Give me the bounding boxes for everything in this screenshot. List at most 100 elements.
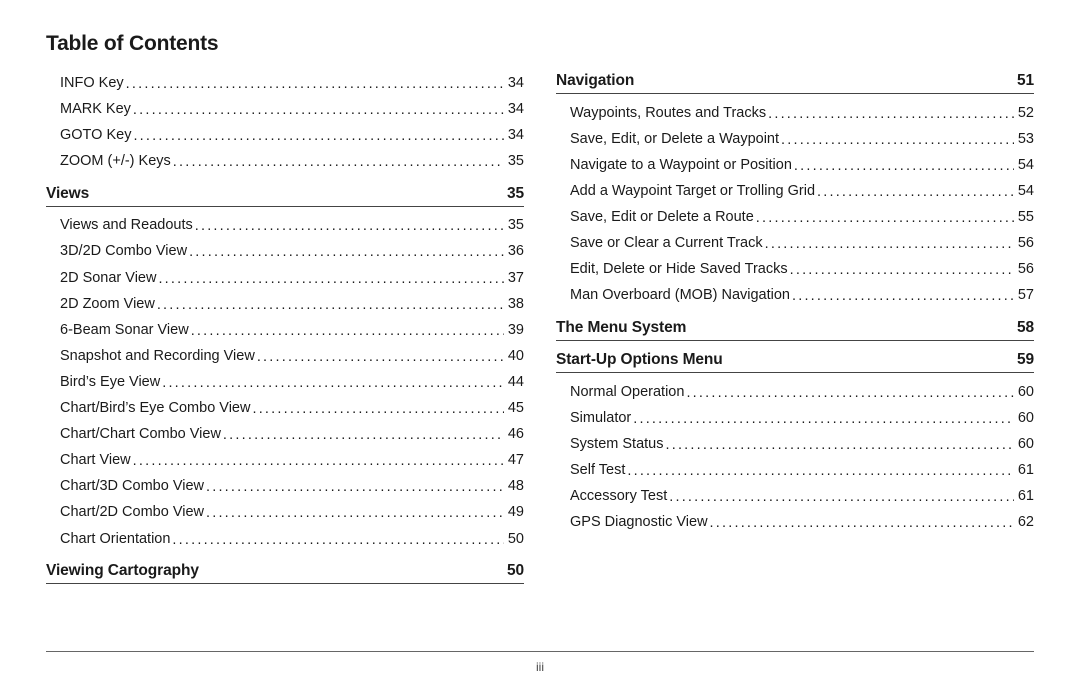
toc-page: 47 bbox=[504, 453, 524, 468]
toc-entry: Chart/Bird’s Eye Combo View 45 bbox=[46, 395, 524, 421]
toc-label: ZOOM (+/-) Keys bbox=[60, 154, 173, 169]
toc-leader bbox=[133, 454, 504, 469]
section-heading-label: Start-Up Options Menu bbox=[556, 351, 723, 369]
section-heading-label: Viewing Cartography bbox=[46, 562, 199, 580]
section-heading-page: 58 bbox=[1017, 319, 1034, 337]
bottom-rule bbox=[46, 651, 1034, 652]
toc-entry: MARK Key 34 bbox=[46, 96, 524, 122]
toc-label: Chart Orientation bbox=[60, 532, 172, 547]
toc-leader bbox=[768, 107, 1014, 122]
toc-label: 3D/2D Combo View bbox=[60, 244, 189, 259]
toc-label: Edit, Delete or Hide Saved Tracks bbox=[570, 262, 790, 277]
toc-entry: 2D Zoom View38 bbox=[46, 291, 524, 317]
left-column: INFO Key 34 MARK Key 34 GOTO Key 34 ZOOM… bbox=[46, 72, 524, 590]
toc-leader bbox=[133, 129, 503, 144]
toc-label: Chart/3D Combo View bbox=[60, 479, 206, 494]
section-heading-menu-system: The Menu System 58 bbox=[556, 319, 1034, 341]
toc-label: Chart/Bird’s Eye Combo View bbox=[60, 401, 252, 416]
toc-entry: Add a Waypoint Target or Trolling Grid54 bbox=[556, 178, 1034, 204]
toc-page: 35 bbox=[504, 218, 524, 233]
section-heading-label: Views bbox=[46, 185, 89, 203]
toc-page: 53 bbox=[1014, 132, 1034, 147]
toc-page: 34 bbox=[504, 76, 524, 91]
toc-entry: Save or Clear a Current Track 56 bbox=[556, 230, 1034, 256]
toc-entry: System Status60 bbox=[556, 431, 1034, 457]
toc-leader bbox=[627, 464, 1014, 479]
toc-entry: Save, Edit, or Delete a Waypoint 53 bbox=[556, 126, 1034, 152]
toc-leader bbox=[191, 324, 504, 339]
toc-leader bbox=[710, 516, 1014, 531]
toc-label: Bird’s Eye View bbox=[60, 375, 162, 390]
toc-page: 36 bbox=[504, 244, 524, 259]
toc-leader bbox=[172, 533, 503, 548]
toc-page: 40 bbox=[504, 349, 524, 364]
toc-leader bbox=[206, 480, 504, 495]
toc-leader bbox=[792, 289, 1014, 304]
toc-label: Navigate to a Waypoint or Position bbox=[570, 158, 794, 173]
toc-page: 50 bbox=[504, 532, 524, 547]
section-heading-page: 35 bbox=[507, 185, 524, 203]
toc-page: 49 bbox=[504, 505, 524, 520]
toc-label: Snapshot and Recording View bbox=[60, 349, 257, 364]
toc-label: Chart/Chart Combo View bbox=[60, 427, 223, 442]
section-heading-views: Views 35 bbox=[46, 185, 524, 207]
toc-page: 37 bbox=[504, 271, 524, 286]
section-heading-page: 59 bbox=[1017, 351, 1034, 369]
section-heading-viewing-cartography: Viewing Cartography 50 bbox=[46, 562, 524, 584]
toc-page: 54 bbox=[1014, 158, 1034, 173]
toc-leader bbox=[257, 350, 504, 365]
toc-entry: Save, Edit or Delete a Route55 bbox=[556, 204, 1034, 230]
toc-entry: Views and Readouts 35 bbox=[46, 213, 524, 239]
toc-entry: Navigate to a Waypoint or Position 54 bbox=[556, 152, 1034, 178]
section-heading-navigation: Navigation 51 bbox=[556, 72, 1034, 94]
toc-label: Save or Clear a Current Track bbox=[570, 236, 765, 251]
toc-label: Man Overboard (MOB) Navigation bbox=[570, 288, 792, 303]
section-heading-label: Navigation bbox=[556, 72, 634, 90]
toc-leader bbox=[686, 386, 1013, 401]
toc-leader bbox=[633, 412, 1014, 427]
toc-entry: Normal Operation60 bbox=[556, 379, 1034, 405]
toc-entry: Chart/3D Combo View 48 bbox=[46, 474, 524, 500]
toc-label: Chart/2D Combo View bbox=[60, 505, 206, 520]
toc-label: INFO Key bbox=[60, 76, 126, 91]
toc-label: MARK Key bbox=[60, 102, 133, 117]
toc-leader bbox=[252, 402, 503, 417]
toc-leader bbox=[665, 438, 1013, 453]
toc-page: 34 bbox=[504, 102, 524, 117]
toc-entry: Man Overboard (MOB) Navigation 57 bbox=[556, 283, 1034, 309]
toc-leader bbox=[765, 237, 1014, 252]
toc-entry: Edit, Delete or Hide Saved Tracks 56 bbox=[556, 257, 1034, 283]
toc-label: Simulator bbox=[570, 411, 633, 426]
toc-entry: Chart Orientation 50 bbox=[46, 526, 524, 552]
toc-entry: ZOOM (+/-) Keys 35 bbox=[46, 148, 524, 174]
toc-label: Save, Edit, or Delete a Waypoint bbox=[570, 132, 781, 147]
toc-leader bbox=[173, 155, 504, 170]
toc-page: 35 bbox=[504, 154, 524, 169]
toc-page: 45 bbox=[504, 401, 524, 416]
section-heading-label: The Menu System bbox=[556, 319, 686, 337]
toc-entry: Waypoints, Routes and Tracks52 bbox=[556, 100, 1034, 126]
section-heading-startup: Start-Up Options Menu 59 bbox=[556, 351, 1034, 373]
toc-entry: 3D/2D Combo View 36 bbox=[46, 239, 524, 265]
toc-page: 48 bbox=[504, 479, 524, 494]
toc-label: Views and Readouts bbox=[60, 218, 195, 233]
toc-columns: INFO Key 34 MARK Key 34 GOTO Key 34 ZOOM… bbox=[46, 72, 1034, 590]
section-heading-page: 51 bbox=[1017, 72, 1034, 90]
toc-entry: Simulator 60 bbox=[556, 405, 1034, 431]
toc-entry: Chart/2D Combo View 49 bbox=[46, 500, 524, 526]
toc-page: 52 bbox=[1014, 106, 1034, 121]
toc-page: 56 bbox=[1014, 262, 1034, 277]
toc-label: Save, Edit or Delete a Route bbox=[570, 210, 756, 225]
toc-label: Normal Operation bbox=[570, 385, 686, 400]
toc-leader bbox=[158, 272, 503, 287]
toc-label: Accessory Test bbox=[570, 489, 669, 504]
toc-entry: GPS Diagnostic View62 bbox=[556, 509, 1034, 535]
toc-page: 60 bbox=[1014, 411, 1034, 426]
toc-leader bbox=[790, 263, 1014, 278]
toc-leader bbox=[133, 103, 504, 118]
toc-entry: 6-Beam Sonar View39 bbox=[46, 317, 524, 343]
toc-label: GOTO Key bbox=[60, 128, 133, 143]
toc-label: 2D Sonar View bbox=[60, 271, 158, 286]
toc-page: 57 bbox=[1014, 288, 1034, 303]
toc-page: 56 bbox=[1014, 236, 1034, 251]
